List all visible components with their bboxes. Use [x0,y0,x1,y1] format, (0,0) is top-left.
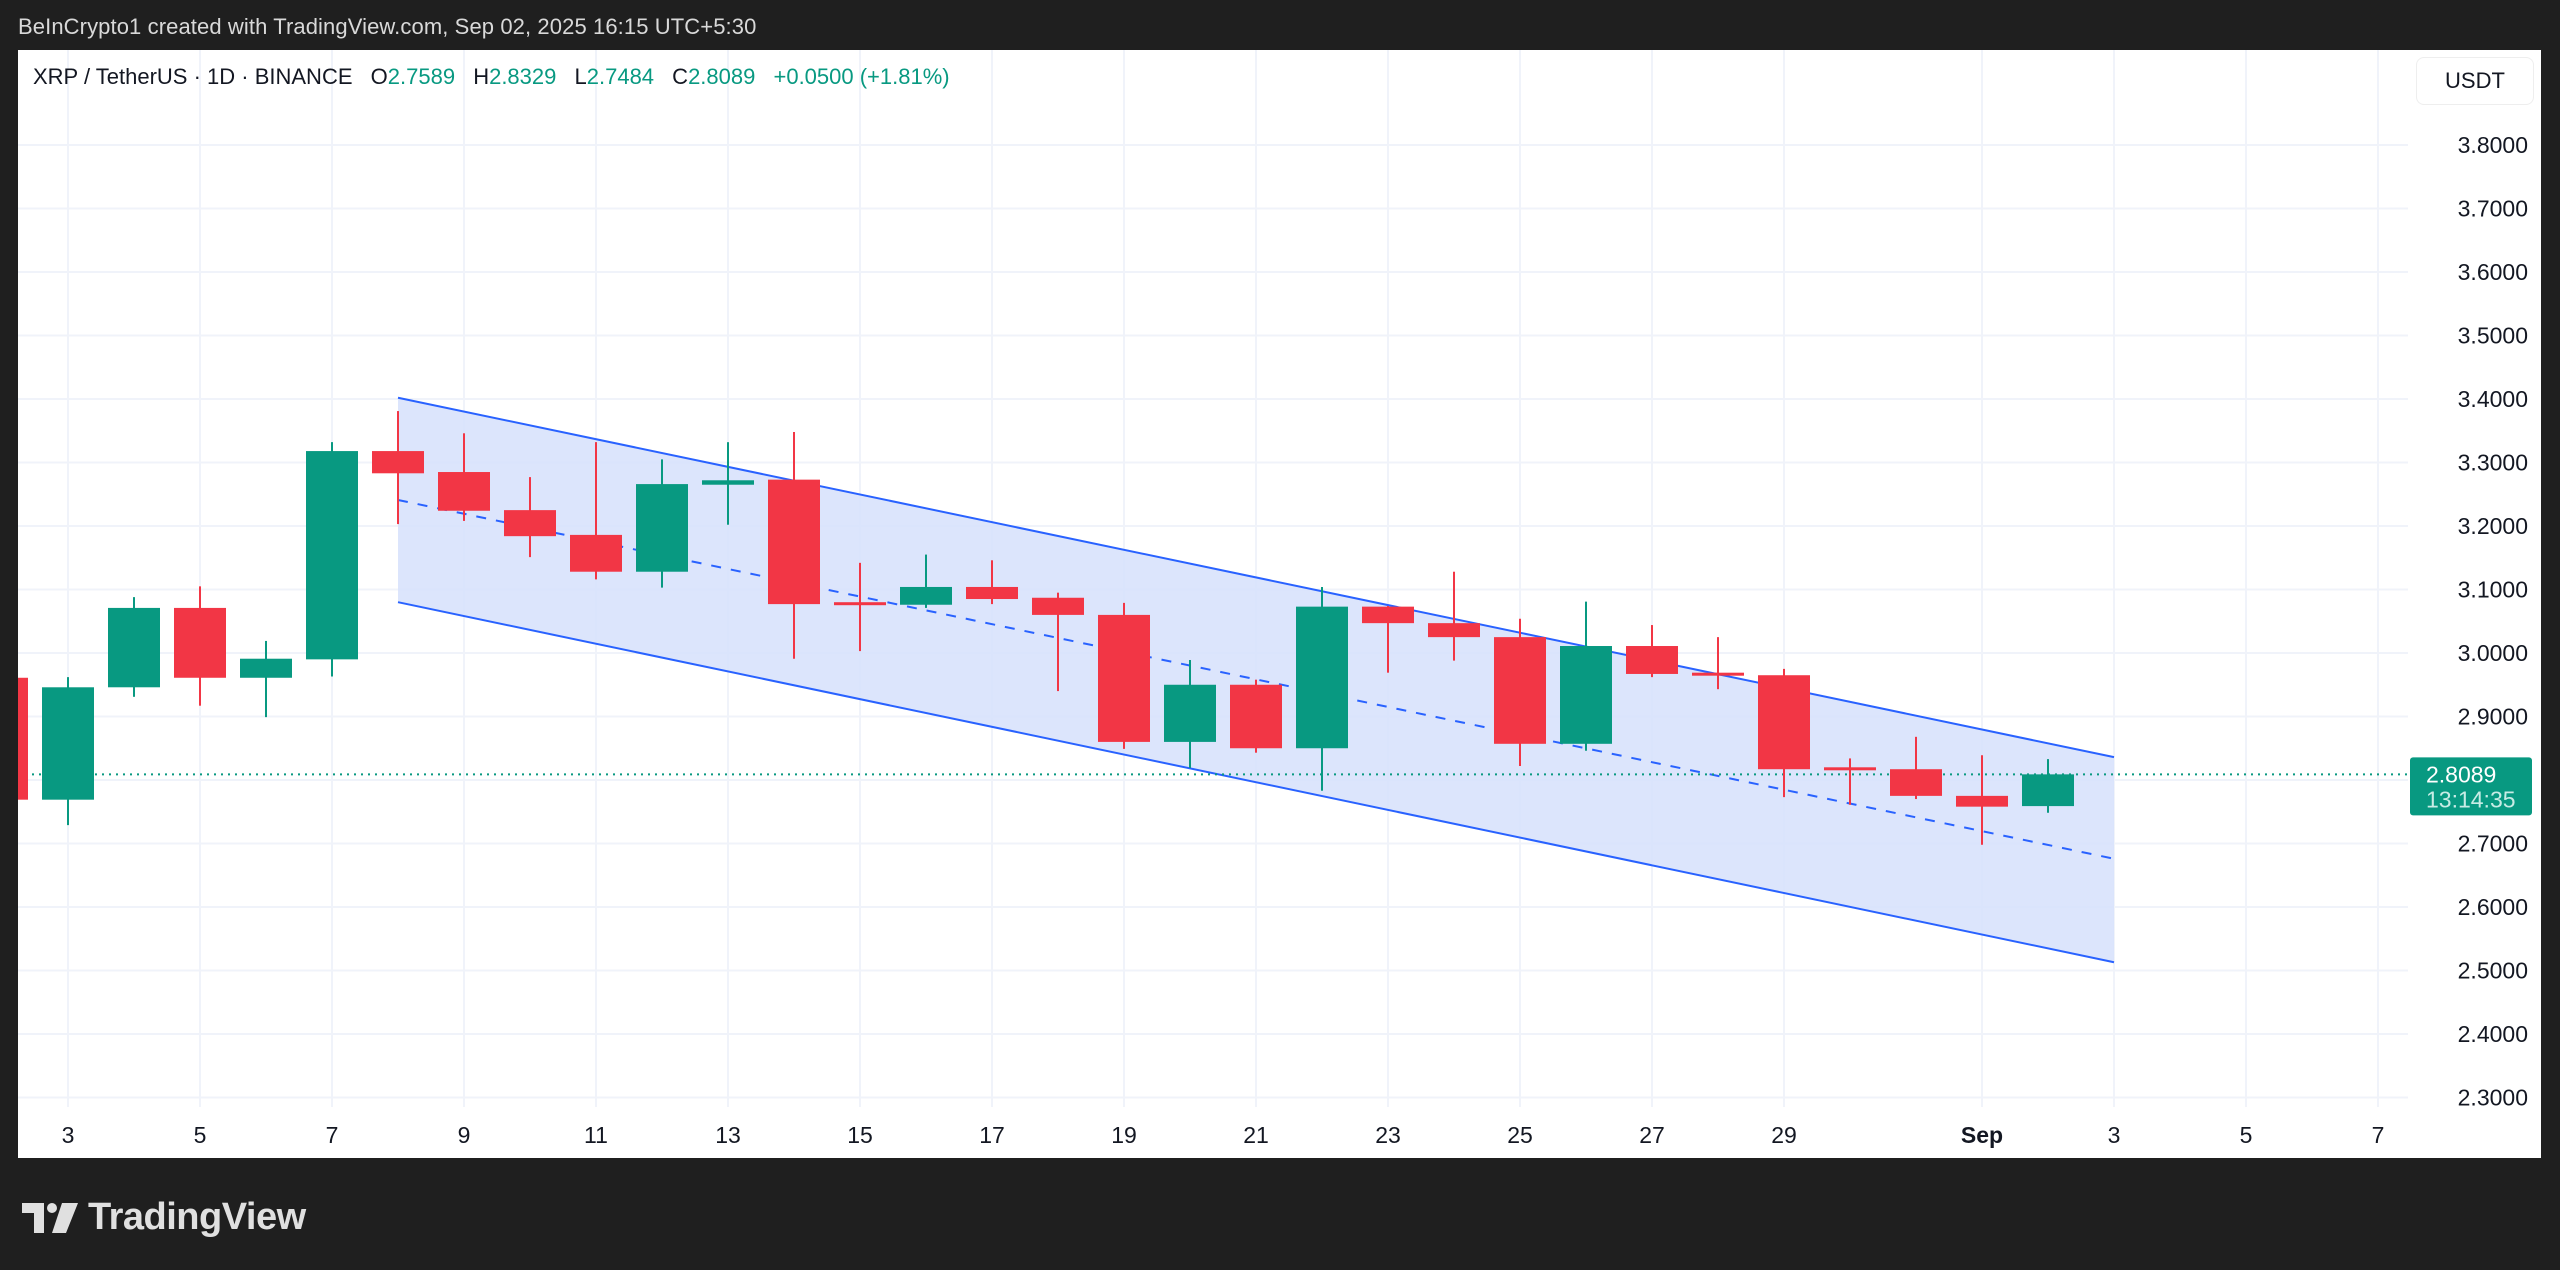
tradingview-logo-icon [22,1202,78,1233]
time-tick-label: 17 [979,1122,1005,1148]
chart-caption: BeInCrypto1 created with TradingView.com… [18,14,757,39]
candle[interactable] [966,560,1018,605]
candle[interactable] [1032,592,1084,692]
candle[interactable] [2022,759,2074,813]
candle[interactable] [900,554,952,608]
price-tick-label: 3.6000 [2458,259,2528,285]
candle[interactable] [240,640,292,718]
candle[interactable] [1890,736,1942,800]
time-tick-label: 5 [194,1122,207,1148]
price-tick-label: 2.5000 [2458,958,2528,984]
candle[interactable] [1758,668,1810,798]
candle[interactable] [42,677,94,826]
time-tick-label: 25 [1507,1122,1533,1148]
time-tick-label: 3 [62,1122,75,1148]
candle[interactable] [1956,755,2008,845]
time-axis[interactable]: 3 5 7 9 11 13 15 17 19 21 23 25 27 29 Sep 3 5 7 [62,1122,2385,1148]
time-tick-label: 13 [715,1122,741,1148]
candle[interactable] [1164,659,1216,768]
open-value: 2.7589 [387,64,456,89]
tradingview-brand: TradingView [88,1196,306,1238]
close-value: 2.8089 [688,64,756,89]
candle[interactable] [1296,586,1348,791]
price-tick-label: 3.5000 [2458,323,2528,349]
time-tick-label: Sep [1961,1122,2003,1148]
time-tick-label: 9 [458,1122,471,1148]
candle[interactable] [768,432,820,659]
candle[interactable] [1626,625,1678,678]
candles [18,411,2074,845]
symbol-legend: XRP / TetherUS · 1D · BINANCE O2.7589 H2… [33,64,950,90]
candle[interactable] [174,586,226,706]
close-label: C [672,64,689,89]
channel-lower-line [397,601,2115,964]
candle[interactable] [1362,606,1414,673]
candle[interactable] [834,562,886,652]
price-tick-label: 2.3000 [2458,1085,2528,1111]
chart-panel[interactable]: 3.8000 3.7000 3.6000 3.5000 3.4000 3.3000 3.20… [18,50,2541,1158]
price-tick-label: 2.9000 [2458,704,2528,730]
tradingview-logo[interactable]: TradingView [22,1196,306,1239]
price-tick-label: 3.1000 [2458,577,2528,603]
price-tick-label: 3.2000 [2458,513,2528,539]
low-value: 2.7484 [586,64,655,89]
candle[interactable] [438,433,490,521]
candle[interactable] [1428,571,1480,661]
price-tick-label: 2.7000 [2458,831,2528,857]
change-value: +0.0500 (+1.81%) [773,64,950,89]
high-value: 2.8329 [489,64,557,89]
price-axis[interactable]: 3.8000 3.7000 3.6000 3.5000 3.4000 3.3000 3.20… [2410,132,2532,1111]
low-label: L [574,64,587,89]
price-tick-label: 3.3000 [2458,450,2528,476]
candle[interactable] [18,669,28,809]
candlestick-chart[interactable]: 3.8000 3.7000 3.6000 3.5000 3.4000 3.3000 3.20… [18,50,2541,1158]
candle[interactable] [1230,679,1282,753]
candle[interactable] [702,442,754,525]
candle[interactable] [1824,758,1876,805]
time-tick-label: 29 [1771,1122,1797,1148]
last-price-value: 2.8089 [2426,761,2496,787]
candle[interactable] [636,459,688,588]
candle[interactable] [372,411,424,525]
open-label: O [370,64,388,89]
candle[interactable] [1494,618,1546,767]
high-label: H [473,64,490,89]
symbol-name[interactable]: XRP / TetherUS · 1D · BINANCE [33,64,353,89]
time-tick-label: 7 [2372,1122,2385,1148]
candle[interactable] [306,442,358,677]
candle[interactable] [1692,637,1744,690]
time-tick-label: 5 [2240,1122,2253,1148]
channel-upper-line [397,396,2115,759]
time-tick-label: 11 [584,1122,608,1148]
price-tick-label: 2.4000 [2458,1021,2528,1047]
candle[interactable] [1560,601,1612,751]
price-tick-label: 3.7000 [2458,196,2528,222]
candle[interactable] [504,477,556,558]
time-tick-label: 19 [1111,1122,1137,1148]
time-tick-label: 15 [847,1122,873,1148]
candle[interactable] [570,442,622,580]
time-tick-label: 21 [1243,1122,1269,1148]
price-tick-label: 2.6000 [2458,894,2528,920]
time-tick-label: 23 [1375,1122,1401,1148]
candle[interactable] [108,597,160,697]
price-tick-label: 3.4000 [2458,386,2528,412]
time-tick-label: 27 [1639,1122,1665,1148]
price-tick-label: 3.8000 [2458,132,2528,158]
currency-unit-button[interactable]: USDT [2416,57,2534,105]
time-tick-label: 7 [326,1122,339,1148]
bar-countdown: 13:14:35 [2426,786,2516,812]
time-tick-label: 3 [2108,1122,2121,1148]
channel-middle-line [397,498,2115,860]
candle[interactable] [1098,602,1150,749]
price-tick-label: 3.0000 [2458,640,2528,666]
